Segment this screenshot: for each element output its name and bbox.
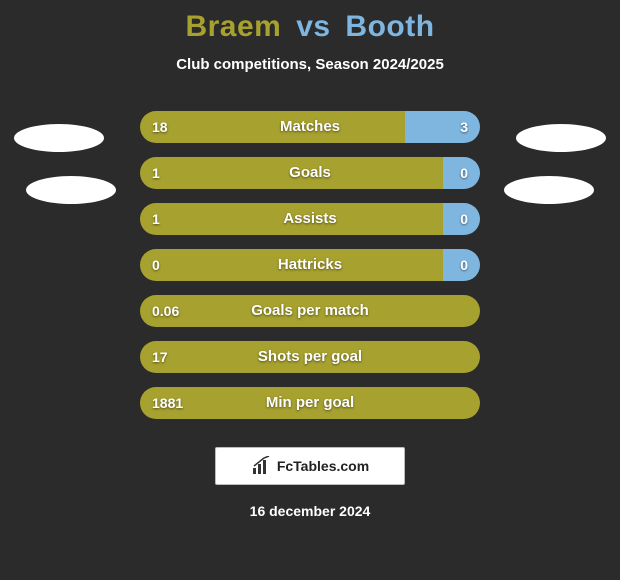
source-text: FcTables.com (277, 458, 369, 474)
stat-bar: Goals10 (140, 157, 480, 189)
player2-name: Booth (345, 10, 434, 43)
stats-list: Matches183 Goals10 Assists10 Hattricks00 Goa… (0, 111, 620, 433)
stat-bar-left (140, 295, 480, 327)
stat-bar-right (443, 249, 480, 281)
stat-bar-right (443, 157, 480, 189)
title: Braem vs Booth (0, 10, 620, 44)
source-badge: FcTables.com (215, 447, 405, 485)
stat-bar: Min per goal1881 (140, 387, 480, 419)
stat-row: Assists10 (0, 203, 620, 249)
stat-bar: Shots per goal17 (140, 341, 480, 373)
stat-bar-left (140, 111, 405, 143)
stat-row: Min per goal1881 (0, 387, 620, 433)
stat-row: Hattricks00 (0, 249, 620, 295)
stat-bar-left (140, 249, 443, 281)
stat-bar: Goals per match0.06 (140, 295, 480, 327)
comparison-card: Braem vs Booth Club competitions, Season… (0, 0, 620, 580)
stat-row: Shots per goal17 (0, 341, 620, 387)
stat-bar: Matches183 (140, 111, 480, 143)
stat-bar-left (140, 157, 443, 189)
stat-bar-left (140, 387, 480, 419)
stat-row: Matches183 (0, 111, 620, 157)
date-text: 16 december 2024 (0, 503, 620, 519)
subtitle: Club competitions, Season 2024/2025 (0, 56, 620, 73)
vs-text: vs (296, 10, 330, 43)
stat-bar-left (140, 341, 480, 373)
stat-row: Goals per match0.06 (0, 295, 620, 341)
stat-bar: Hattricks00 (140, 249, 480, 281)
chart-icon (251, 456, 271, 476)
stat-bar-right (405, 111, 480, 143)
stat-row: Goals10 (0, 157, 620, 203)
stat-bar-right (443, 203, 480, 235)
stat-bar: Assists10 (140, 203, 480, 235)
player1-name: Braem (185, 10, 281, 43)
stat-bar-left (140, 203, 443, 235)
